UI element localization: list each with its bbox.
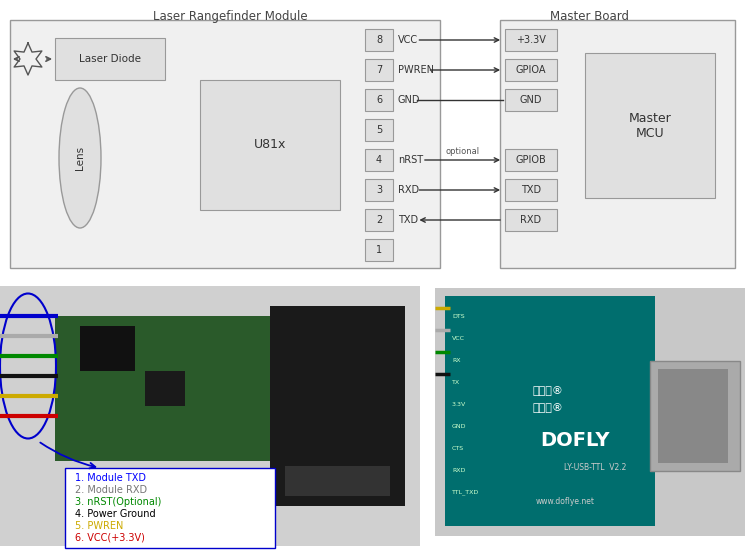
Text: TXD: TXD (521, 185, 541, 195)
Text: RXD: RXD (452, 468, 465, 473)
Text: RXD: RXD (520, 215, 542, 225)
FancyBboxPatch shape (270, 306, 405, 506)
FancyBboxPatch shape (365, 239, 393, 261)
FancyBboxPatch shape (505, 179, 557, 201)
FancyBboxPatch shape (505, 29, 557, 51)
FancyBboxPatch shape (365, 29, 393, 51)
Text: nRST: nRST (398, 155, 423, 165)
Text: Laser Rangefinder Module: Laser Rangefinder Module (153, 10, 308, 23)
FancyBboxPatch shape (365, 89, 393, 111)
Text: 3: 3 (376, 185, 382, 195)
Text: 8: 8 (376, 35, 382, 45)
Text: TXD: TXD (398, 215, 418, 225)
FancyBboxPatch shape (445, 296, 655, 526)
Text: Master Board: Master Board (550, 10, 629, 23)
FancyBboxPatch shape (585, 53, 715, 198)
FancyBboxPatch shape (505, 209, 557, 231)
Text: www.doflye.net: www.doflye.net (536, 497, 595, 505)
FancyBboxPatch shape (10, 20, 440, 268)
FancyBboxPatch shape (650, 361, 740, 471)
FancyBboxPatch shape (200, 80, 340, 210)
Text: CTS: CTS (452, 445, 464, 450)
FancyBboxPatch shape (365, 59, 393, 81)
FancyBboxPatch shape (365, 119, 393, 141)
FancyBboxPatch shape (505, 149, 557, 171)
Text: 2: 2 (376, 215, 382, 225)
Text: Master
MCU: Master MCU (628, 112, 671, 140)
FancyBboxPatch shape (0, 286, 420, 546)
Text: 6: 6 (376, 95, 382, 105)
Text: Laser Diode: Laser Diode (79, 54, 141, 64)
FancyBboxPatch shape (505, 89, 557, 111)
Text: 2. Module RXD: 2. Module RXD (75, 485, 147, 495)
Text: GND: GND (452, 424, 466, 429)
Text: Lens: Lens (75, 146, 85, 170)
Text: PWREN: PWREN (398, 65, 434, 75)
FancyBboxPatch shape (500, 20, 735, 268)
Text: GND: GND (398, 95, 421, 105)
Text: 4: 4 (376, 155, 382, 165)
Text: VCC: VCC (398, 35, 418, 45)
Text: 3. nRST(Optional): 3. nRST(Optional) (75, 497, 161, 507)
Text: RX: RX (452, 358, 460, 363)
FancyBboxPatch shape (365, 149, 393, 171)
Text: U81x: U81x (254, 138, 286, 151)
Text: DOFLY: DOFLY (540, 431, 610, 450)
FancyBboxPatch shape (435, 288, 745, 536)
Text: GPIOB: GPIOB (516, 155, 546, 165)
Text: +3.3V: +3.3V (516, 35, 546, 45)
FancyBboxPatch shape (80, 326, 135, 371)
Text: 5: 5 (376, 125, 382, 135)
FancyBboxPatch shape (55, 316, 285, 461)
FancyBboxPatch shape (145, 371, 185, 406)
Text: GND: GND (520, 95, 542, 105)
Ellipse shape (59, 88, 101, 228)
FancyBboxPatch shape (285, 466, 390, 496)
Text: 5. PWREN: 5. PWREN (75, 521, 123, 531)
Text: VCC: VCC (452, 335, 465, 340)
Text: 德飞莱®: 德飞莱® (532, 403, 563, 413)
FancyBboxPatch shape (658, 369, 728, 463)
Text: LY-USB-TTL  V2.2: LY-USB-TTL V2.2 (564, 464, 626, 473)
FancyBboxPatch shape (365, 209, 393, 231)
FancyBboxPatch shape (55, 38, 165, 80)
FancyBboxPatch shape (65, 468, 275, 548)
Text: GPIOA: GPIOA (516, 65, 546, 75)
Text: 3.3V: 3.3V (452, 401, 466, 406)
Text: optional: optional (446, 147, 479, 156)
Text: RXD: RXD (398, 185, 419, 195)
Text: 1. Module TXD: 1. Module TXD (75, 473, 146, 483)
Text: 4. Power Ground: 4. Power Ground (75, 509, 156, 519)
Text: TTL_TXD: TTL_TXD (452, 489, 479, 495)
Text: 七星虫®: 七星虫® (532, 386, 563, 396)
Text: TX: TX (452, 380, 460, 385)
FancyBboxPatch shape (505, 59, 557, 81)
Text: DTS: DTS (452, 314, 464, 319)
Text: 1: 1 (376, 245, 382, 255)
FancyBboxPatch shape (365, 179, 393, 201)
Text: 6. VCC(+3.3V): 6. VCC(+3.3V) (75, 533, 145, 543)
Text: 7: 7 (376, 65, 382, 75)
